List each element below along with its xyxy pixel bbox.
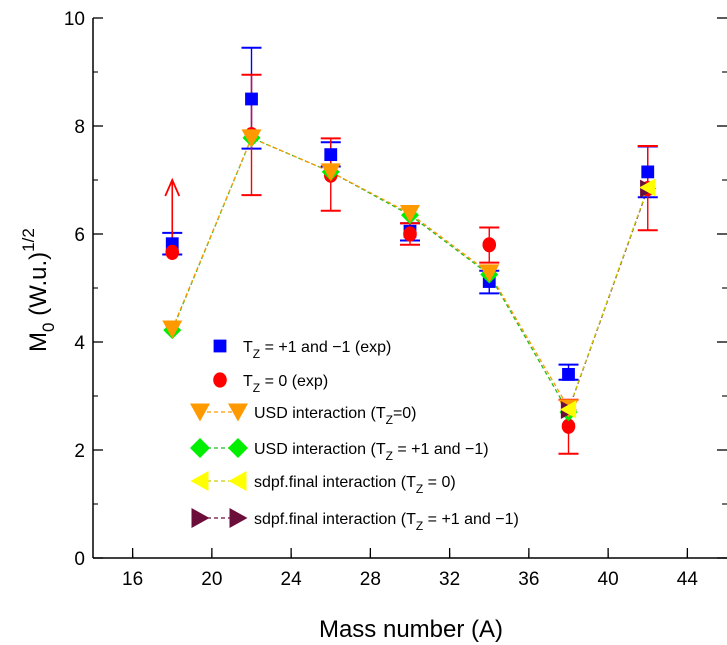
x-tick-label: 44	[677, 569, 699, 590]
y-tick-label: 4	[74, 333, 85, 354]
y-tick-label: 0	[74, 549, 85, 570]
legend-label: sdpf.final interaction (TZ = +1 and −1)	[254, 511, 519, 533]
data-point	[482, 237, 497, 253]
legend-marker	[213, 339, 227, 353]
legend-text-sub: Z	[386, 413, 393, 427]
x-axis-label: Mass number (A)	[319, 616, 503, 643]
legend-marker	[190, 471, 209, 491]
legend-label: sdpf.final interaction (TZ = 0)	[254, 474, 456, 496]
legend-marker	[190, 438, 210, 458]
x-tick-label: 20	[201, 569, 222, 590]
data-point	[641, 165, 655, 179]
legend-entry-1: TZ = 0 (exp)	[213, 372, 328, 395]
data-point	[324, 148, 338, 162]
data-point	[403, 226, 417, 242]
series-layer	[162, 46, 658, 455]
legend-marker	[228, 471, 247, 491]
y-tick-label: 10	[64, 9, 85, 30]
series-path	[171, 137, 570, 409]
legend-label: USD interaction (TZ = +1 and −1)	[254, 441, 489, 463]
lower-limit-arrowhead	[164, 177, 181, 197]
legend-text-sub: Z	[253, 347, 260, 361]
data-point	[165, 244, 180, 260]
legend-marker	[213, 372, 227, 388]
y-tick-label: 2	[74, 441, 85, 462]
x-tick-label: 32	[439, 569, 460, 590]
data-point	[562, 368, 575, 381]
legend-text-sub: Z	[386, 449, 393, 463]
data-point	[245, 92, 258, 106]
series-line-2	[171, 137, 570, 409]
y-label-sub: 0	[39, 323, 58, 332]
data-point	[561, 418, 576, 434]
legend-marker	[229, 508, 248, 528]
x-tick-label: 16	[122, 569, 143, 590]
legend-text-rest: =0)	[393, 405, 417, 422]
legend-label: TZ = +1 and −1 (exp)	[243, 339, 391, 361]
data-point	[241, 129, 262, 148]
data-point	[320, 163, 341, 182]
x-tick-label: 28	[360, 569, 381, 590]
legend-text-main: USD interaction (T	[254, 441, 386, 458]
legend-label: TZ = 0 (exp)	[243, 373, 328, 395]
data-point	[639, 178, 656, 197]
series-markers-4	[559, 178, 656, 419]
y-tick-label: 8	[74, 117, 85, 138]
legend-label: USD interaction (TZ=0)	[254, 405, 417, 427]
legend-marker	[190, 403, 210, 422]
series-line-4	[567, 187, 649, 410]
legend: TZ = +1 and −1 (exp)TZ = 0 (exp)USD inte…	[190, 339, 519, 533]
legend-text-rest: = +1 and −1 (exp)	[260, 339, 391, 356]
series-path	[567, 187, 649, 410]
series-markers-2	[162, 129, 579, 418]
legend-text-main: T	[243, 339, 253, 356]
y-label-unit: (W.u.)	[25, 252, 52, 323]
series-markers-5	[560, 179, 657, 420]
x-tick-label: 24	[281, 569, 303, 590]
legend-text-main: sdpf.final interaction (T	[254, 474, 416, 491]
legend-text-sub: Z	[416, 482, 423, 496]
data-point	[479, 264, 500, 283]
legend-marker	[228, 438, 248, 458]
legend-text-rest: = +1 and −1)	[393, 441, 489, 458]
legend-entry-2: USD interaction (TZ=0)	[190, 403, 417, 427]
legend-text-sub: Z	[253, 381, 260, 395]
legend-marker	[191, 508, 210, 528]
y-tick-label: 6	[74, 225, 85, 246]
legend-text-main: sdpf.final interaction (T	[254, 511, 416, 528]
series-line-3	[171, 137, 570, 413]
legend-text-main: USD interaction (T	[254, 405, 386, 422]
legend-entry-0: TZ = +1 and −1 (exp)	[213, 339, 391, 361]
legend-text-rest: = +1 and −1)	[423, 511, 519, 528]
series-path	[171, 137, 570, 413]
legend-entry-4: sdpf.final interaction (TZ = 0)	[190, 471, 456, 496]
legend-marker	[228, 403, 248, 422]
legend-text-rest: = 0 (exp)	[260, 373, 328, 390]
legend-entry-3: USD interaction (TZ = +1 and −1)	[190, 438, 489, 463]
y-label-main: M	[25, 332, 52, 352]
x-tick-label: 40	[598, 569, 619, 590]
legend-text-rest: = 0)	[423, 474, 455, 491]
data-point	[400, 204, 420, 223]
legend-text-main: T	[243, 373, 253, 390]
legend-entry-5: sdpf.final interaction (TZ = +1 and −1)	[191, 508, 519, 533]
series-markers-1	[165, 127, 655, 434]
series-errors-1	[164, 73, 658, 455]
y-axis-label: M0 (W.u.)1/2	[19, 228, 58, 352]
legend-text-sub: Z	[416, 519, 423, 533]
data-point	[559, 400, 577, 419]
x-tick-label: 36	[518, 569, 539, 590]
y-label-sup: 1/2	[19, 228, 38, 252]
data-point	[162, 320, 183, 339]
